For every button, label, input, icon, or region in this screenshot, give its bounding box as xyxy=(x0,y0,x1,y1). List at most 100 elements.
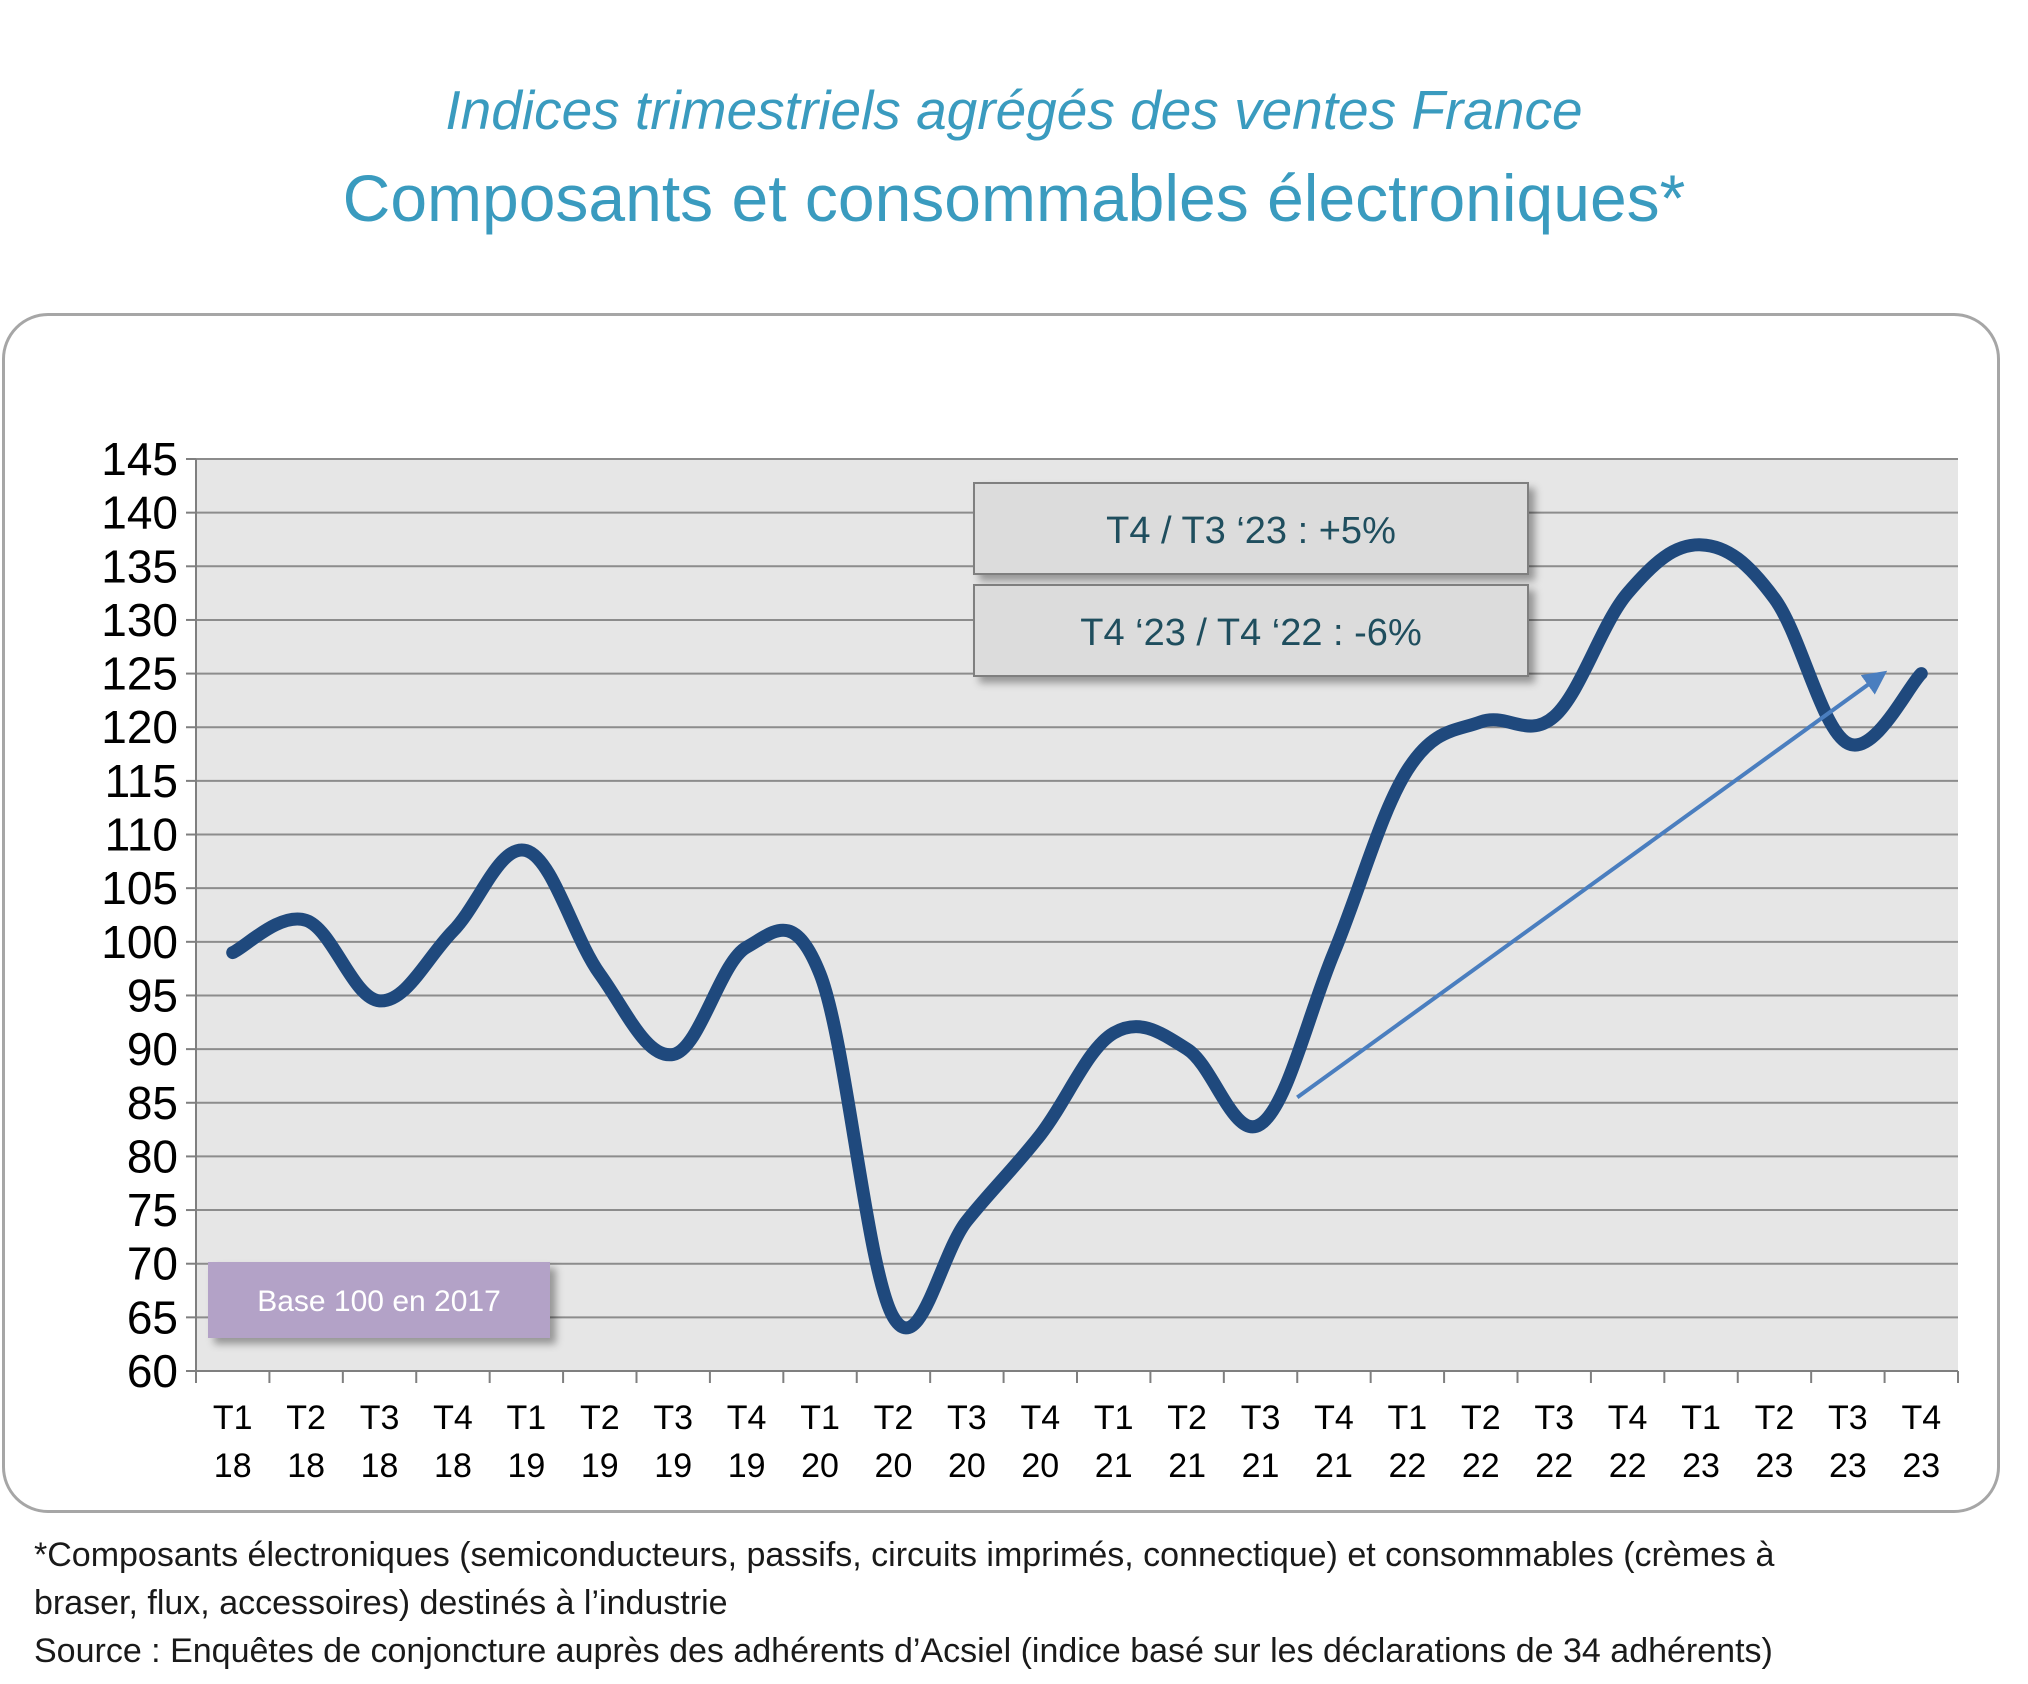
x-tick-label-quarter: T1 xyxy=(1681,1399,1721,1437)
footnote: *Composants électroniques (semiconducteu… xyxy=(34,1531,2004,1675)
footnote-line-2: braser, flux, accessoires) destinés à l’… xyxy=(34,1584,728,1622)
y-tick-label: 85 xyxy=(127,1077,178,1129)
y-tick-label: 80 xyxy=(127,1130,178,1182)
data-point xyxy=(1186,1048,1188,1050)
x-tick-label-quarter: T4 xyxy=(433,1399,473,1437)
data-point xyxy=(599,973,601,975)
x-tick-label-quarter: T2 xyxy=(1167,1399,1207,1437)
y-tick-label: 70 xyxy=(127,1238,178,1290)
x-tick-label-year: 22 xyxy=(1462,1447,1500,1485)
x-tick-label-year: 21 xyxy=(1095,1447,1133,1485)
x-tick-label-year: 18 xyxy=(434,1447,472,1485)
x-tick-label-year: 20 xyxy=(801,1447,839,1485)
chart-title: Indices trimestriels agrégés des ventes … xyxy=(445,79,1583,141)
y-tick-label: 130 xyxy=(101,594,178,646)
y-tick-label: 100 xyxy=(101,916,178,968)
x-tick-label-year: 21 xyxy=(1315,1447,1353,1485)
y-tick-label: 95 xyxy=(127,969,178,1021)
data-point xyxy=(966,1220,968,1222)
y-tick-label: 120 xyxy=(101,701,178,753)
x-tick-label-quarter: T2 xyxy=(1461,1399,1501,1437)
annotation-box-quarter: T4 / T3 ‘23 : +5% xyxy=(973,482,1529,575)
trend-arrow xyxy=(1296,670,1888,1100)
x-tick-label-quarter: T2 xyxy=(286,1399,326,1437)
x-tick-label-quarter: T3 xyxy=(1828,1399,1868,1437)
x-tick-label-quarter: T2 xyxy=(874,1399,914,1437)
x-tick-label-quarter: T3 xyxy=(360,1399,400,1437)
data-point xyxy=(1260,1123,1262,1125)
y-tick-label: 125 xyxy=(101,648,178,700)
x-tick-label-quarter: T4 xyxy=(1608,1399,1648,1437)
data-point xyxy=(672,1053,674,1055)
data-point xyxy=(1039,1134,1041,1136)
y-tick-label: 60 xyxy=(127,1345,178,1397)
x-tick-label-quarter: T1 xyxy=(1094,1399,1134,1437)
data-point xyxy=(232,952,234,954)
x-axis: T1 18 T2 18 T3 18 T4 18 T1 19 T2 19 T3 19 T4 19 T1 20 T2 20… xyxy=(195,1370,1959,1485)
x-tick-label-year: 19 xyxy=(728,1447,766,1485)
series-line xyxy=(226,538,1928,1335)
y-axis: 1451401351301251201151101051009590858075… xyxy=(101,433,197,1397)
data-point xyxy=(1847,742,1849,744)
y-tick-label: 105 xyxy=(101,862,178,914)
data-point xyxy=(1480,721,1482,723)
chart-subtitle: Composants et consommables électroniques… xyxy=(342,161,1686,235)
x-tick-label-quarter: T4 xyxy=(1314,1399,1354,1437)
y-tick-label: 75 xyxy=(127,1184,178,1236)
x-tick-label-quarter: T3 xyxy=(947,1399,987,1437)
x-tick-label-year: 21 xyxy=(1168,1447,1206,1485)
x-tick-label-quarter: T4 xyxy=(1020,1399,1060,1437)
data-point xyxy=(379,1000,381,1002)
data-point xyxy=(1627,592,1629,594)
x-tick-label-year: 19 xyxy=(581,1447,619,1485)
x-tick-label-quarter: T1 xyxy=(1388,1399,1428,1437)
y-tick-label: 110 xyxy=(105,809,178,861)
y-tick-label: 90 xyxy=(127,1023,178,1075)
y-tick-label: 140 xyxy=(101,487,178,539)
y-tick-label: 145 xyxy=(101,433,178,485)
x-tick-label-quarter: T2 xyxy=(1755,1399,1795,1437)
data-point xyxy=(1553,716,1555,718)
x-tick-label-year: 19 xyxy=(654,1447,692,1485)
data-point xyxy=(1113,1032,1115,1034)
x-tick-label-year: 22 xyxy=(1535,1447,1573,1485)
x-tick-label-year: 18 xyxy=(287,1447,325,1485)
data-point xyxy=(305,919,307,921)
x-tick-label-quarter: T1 xyxy=(213,1399,253,1437)
data-point xyxy=(1920,673,1922,675)
x-tick-label-quarter: T3 xyxy=(653,1399,693,1437)
x-tick-label-quarter: T2 xyxy=(580,1399,620,1437)
x-tick-label-quarter: T3 xyxy=(1534,1399,1574,1437)
x-tick-label-quarter: T1 xyxy=(800,1399,840,1437)
x-tick-label-year: 22 xyxy=(1388,1447,1426,1485)
y-tick-label: 135 xyxy=(101,540,178,592)
x-tick-label-quarter: T4 xyxy=(1901,1399,1941,1437)
y-tick-label: 115 xyxy=(105,755,178,807)
x-tick-label-year: 23 xyxy=(1829,1447,1867,1485)
x-tick-label-year: 23 xyxy=(1756,1447,1794,1485)
base-label-text: Base 100 en 2017 xyxy=(257,1285,501,1318)
annotation-quarter-text: T4 / T3 ‘23 : +5% xyxy=(1106,510,1396,552)
x-tick-label-year: 23 xyxy=(1902,1447,1940,1485)
data-point xyxy=(525,850,527,852)
data-point xyxy=(1700,544,1702,546)
x-tick-label-year: 20 xyxy=(875,1447,913,1485)
x-tick-label-year: 18 xyxy=(214,1447,252,1485)
data-point xyxy=(452,930,454,932)
data-point xyxy=(819,973,821,975)
annotation-box-year: T4 ‘23 / T4 ‘22 : -6% xyxy=(973,584,1529,677)
data-point xyxy=(1333,952,1335,954)
x-tick-label-quarter: T4 xyxy=(727,1399,767,1437)
data-point xyxy=(1773,597,1775,599)
x-tick-label-year: 22 xyxy=(1609,1447,1647,1485)
data-point xyxy=(892,1316,894,1318)
base-label-box: Base 100 en 2017 xyxy=(208,1262,550,1338)
annotation-year-text: T4 ‘23 / T4 ‘22 : -6% xyxy=(1080,612,1421,654)
data-point xyxy=(746,946,748,948)
x-tick-label-year: 23 xyxy=(1682,1447,1720,1485)
y-tick-label: 65 xyxy=(127,1291,178,1343)
x-tick-label-year: 19 xyxy=(507,1447,545,1485)
data-point xyxy=(1406,769,1408,771)
x-tick-label-quarter: T1 xyxy=(507,1399,547,1437)
